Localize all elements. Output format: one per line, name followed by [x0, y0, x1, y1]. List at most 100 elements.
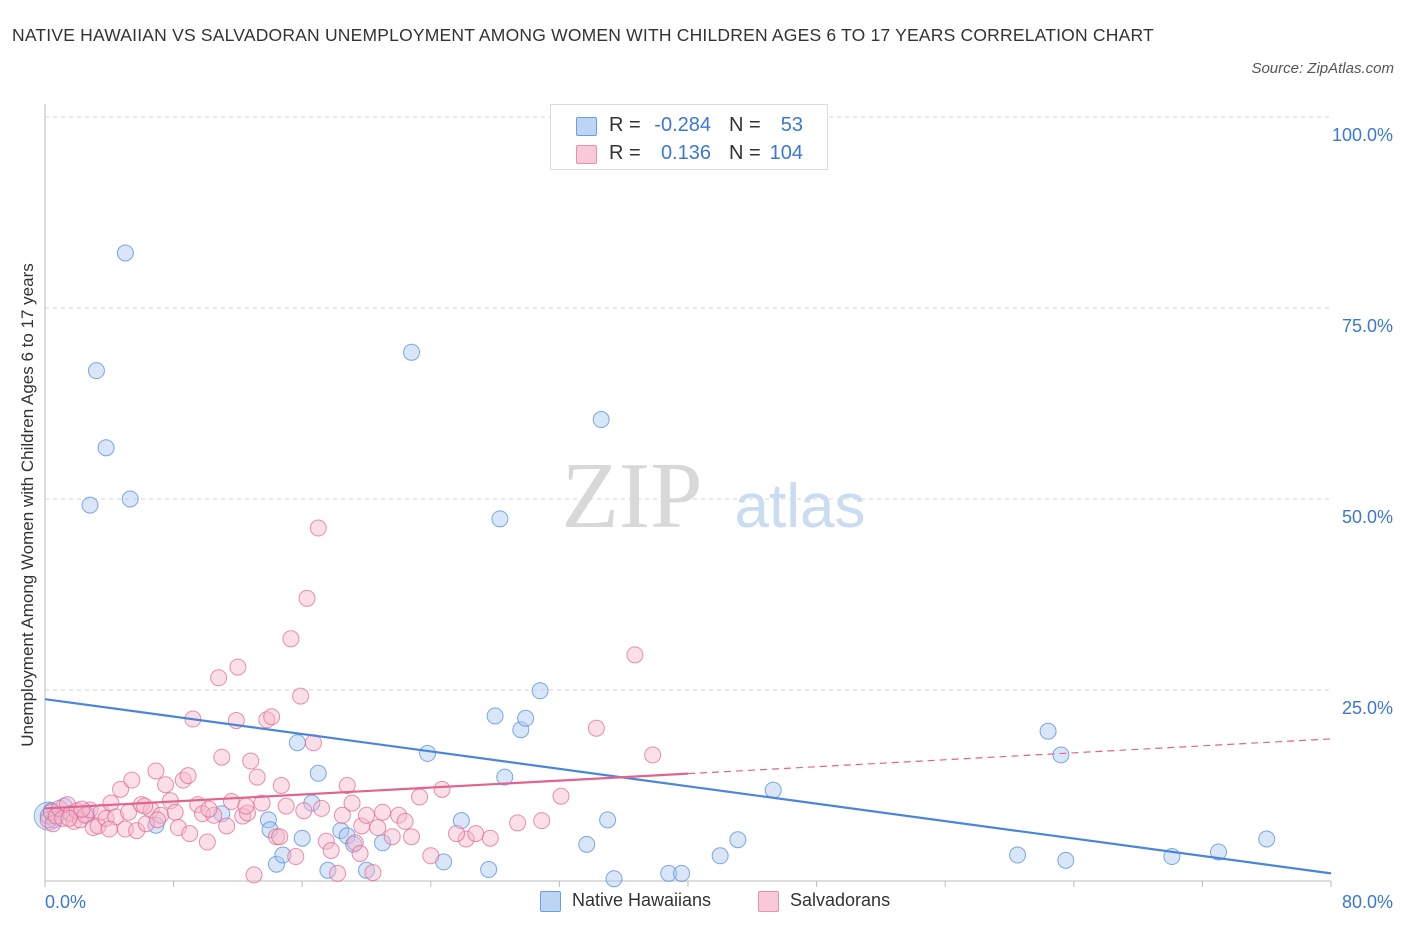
data-point-native-hawaiian: [1009, 846, 1027, 864]
data-point-salvadoran: [343, 794, 361, 812]
data-point-native-hawaiian: [480, 861, 498, 879]
watermark-atlas: atlas: [735, 472, 866, 541]
data-point-salvadoran: [396, 812, 414, 830]
data-point-salvadoran: [60, 809, 78, 827]
data-point-native-hawaiian: [496, 768, 514, 786]
legend-n-value: 104: [769, 142, 803, 164]
data-point-native-hawaiian: [592, 411, 610, 429]
legend-r-label: R =: [609, 142, 641, 164]
data-point-salvadoran: [239, 804, 257, 822]
data-point-native-hawaiian: [319, 861, 337, 879]
data-point-salvadoran: [411, 788, 429, 806]
grid-lines: [45, 116, 1331, 691]
data-point-salvadoran: [200, 800, 218, 818]
legend-r-value: 0.136: [660, 142, 711, 164]
data-point-salvadoran: [587, 719, 605, 737]
data-point-native-hawaiian: [1039, 722, 1057, 740]
data-point-native-hawaiian: [1258, 830, 1276, 848]
data-point-salvadoran: [287, 848, 305, 866]
data-point-salvadoran: [403, 828, 421, 846]
data-point-native-hawaiian: [452, 812, 470, 830]
data-point-salvadoran: [222, 793, 240, 811]
data-point-salvadoran: [509, 814, 527, 832]
data-point-native-hawaiian: [97, 439, 115, 457]
data-point-native-hawaiian: [288, 734, 306, 752]
data-point-salvadoran: [157, 776, 175, 794]
data-point-native-hawaiian: [403, 343, 421, 361]
data-point-salvadoran: [333, 806, 351, 824]
data-point-salvadoran: [312, 799, 330, 817]
data-point-salvadoran: [242, 752, 260, 770]
data-point-native-hawaiian: [578, 835, 596, 853]
data-point-salvadoran: [277, 797, 295, 815]
data-point-salvadoran: [245, 866, 263, 884]
tick-labels: 100.0% 75.0% 50.0% 25.0% 0.0% 80.0%: [45, 125, 1393, 912]
legend-label-native-hawaiians: Native Hawaiians: [572, 890, 712, 910]
data-point-salvadoran: [533, 812, 551, 830]
data-point-native-hawaiian: [116, 244, 134, 262]
data-point-salvadoran: [263, 708, 281, 726]
data-point-salvadoran: [351, 844, 369, 862]
data-point-salvadoran: [198, 833, 216, 851]
data-point-native-hawaiian: [419, 744, 437, 762]
data-point-salvadoran: [298, 589, 316, 607]
chart-title: NATIVE HAWAIIAN VS SALVADORAN UNEMPLOYME…: [12, 25, 1154, 45]
data-point-salvadoran: [364, 864, 382, 882]
data-point-salvadoran: [383, 828, 401, 846]
data-point-salvadoran: [346, 834, 364, 852]
data-point-native-hawaiian: [261, 821, 279, 839]
data-point-native-hawaiian: [531, 682, 549, 700]
data-point-salvadoran: [271, 828, 289, 846]
legend-swatch-native-hawaiians: [540, 891, 561, 912]
data-point-salvadoran: [390, 806, 408, 824]
legend-r-value: -0.284: [654, 114, 711, 136]
data-point-salvadoran: [481, 829, 499, 847]
x-tick-label: 80.0%: [1342, 892, 1393, 912]
data-point-salvadoran: [329, 864, 347, 882]
data-point-salvadoran: [644, 746, 662, 764]
data-point-native-hawaiian: [764, 781, 782, 799]
data-point-salvadoran: [253, 794, 271, 812]
data-point-salvadoran: [248, 768, 266, 786]
watermark-zip: ZIP: [562, 444, 703, 548]
data-point-native-hawaiian: [605, 870, 623, 888]
data-point-salvadoran: [369, 819, 387, 837]
source-label: Source: ZipAtlas.com: [1251, 60, 1394, 77]
data-point-salvadoran: [229, 658, 247, 676]
data-point-salvadoran: [73, 800, 91, 818]
data-point-salvadoran: [374, 803, 392, 821]
data-point-salvadoran: [338, 777, 356, 794]
trend-line-salvadorans: [44, 772, 689, 810]
legend-swatch-salvadorans: [758, 891, 779, 912]
data-point-salvadoran: [317, 832, 335, 850]
data-point-native-hawaiian: [491, 510, 509, 528]
data-point-native-hawaiian: [374, 834, 392, 852]
data-point-salvadoran: [282, 630, 300, 648]
trend-line-native-hawaiians: [44, 698, 1332, 875]
data-point-salvadoran: [234, 807, 252, 825]
legend-swatch-native-hawaiians: [576, 117, 597, 136]
data-point-salvadoran: [422, 847, 440, 865]
y-tick-label: 25.0%: [1342, 698, 1393, 718]
x-tick-label: 0.0%: [45, 892, 86, 912]
data-point-salvadoran: [433, 780, 451, 798]
data-point-salvadoran: [295, 802, 313, 820]
data-point-native-hawaiian: [673, 864, 691, 882]
data-point-salvadoran: [181, 825, 199, 843]
y-axis-label: Unemployment Among Women with Children A…: [18, 263, 37, 747]
data-point-native-hawaiian: [293, 829, 311, 847]
data-point-salvadoran: [292, 687, 310, 705]
data-point-native-hawaiian: [1057, 851, 1075, 869]
data-point-native-hawaiian: [358, 861, 375, 879]
legend-n-label: N =: [729, 142, 761, 164]
legend-n-value: 53: [780, 114, 803, 136]
legend-label-salvadorans: Salvadorans: [790, 890, 891, 910]
y-tick-label: 50.0%: [1342, 507, 1393, 527]
data-point-salvadoran: [147, 762, 165, 780]
data-point-salvadoran: [552, 787, 570, 805]
legend-row-native-hawaiians: R = -0.284 N = 53: [551, 111, 827, 141]
data-point-salvadoran: [237, 797, 255, 815]
data-points: [33, 244, 1276, 888]
y-tick-label: 100.0%: [1332, 125, 1393, 145]
data-point-native-hawaiian: [121, 490, 139, 508]
